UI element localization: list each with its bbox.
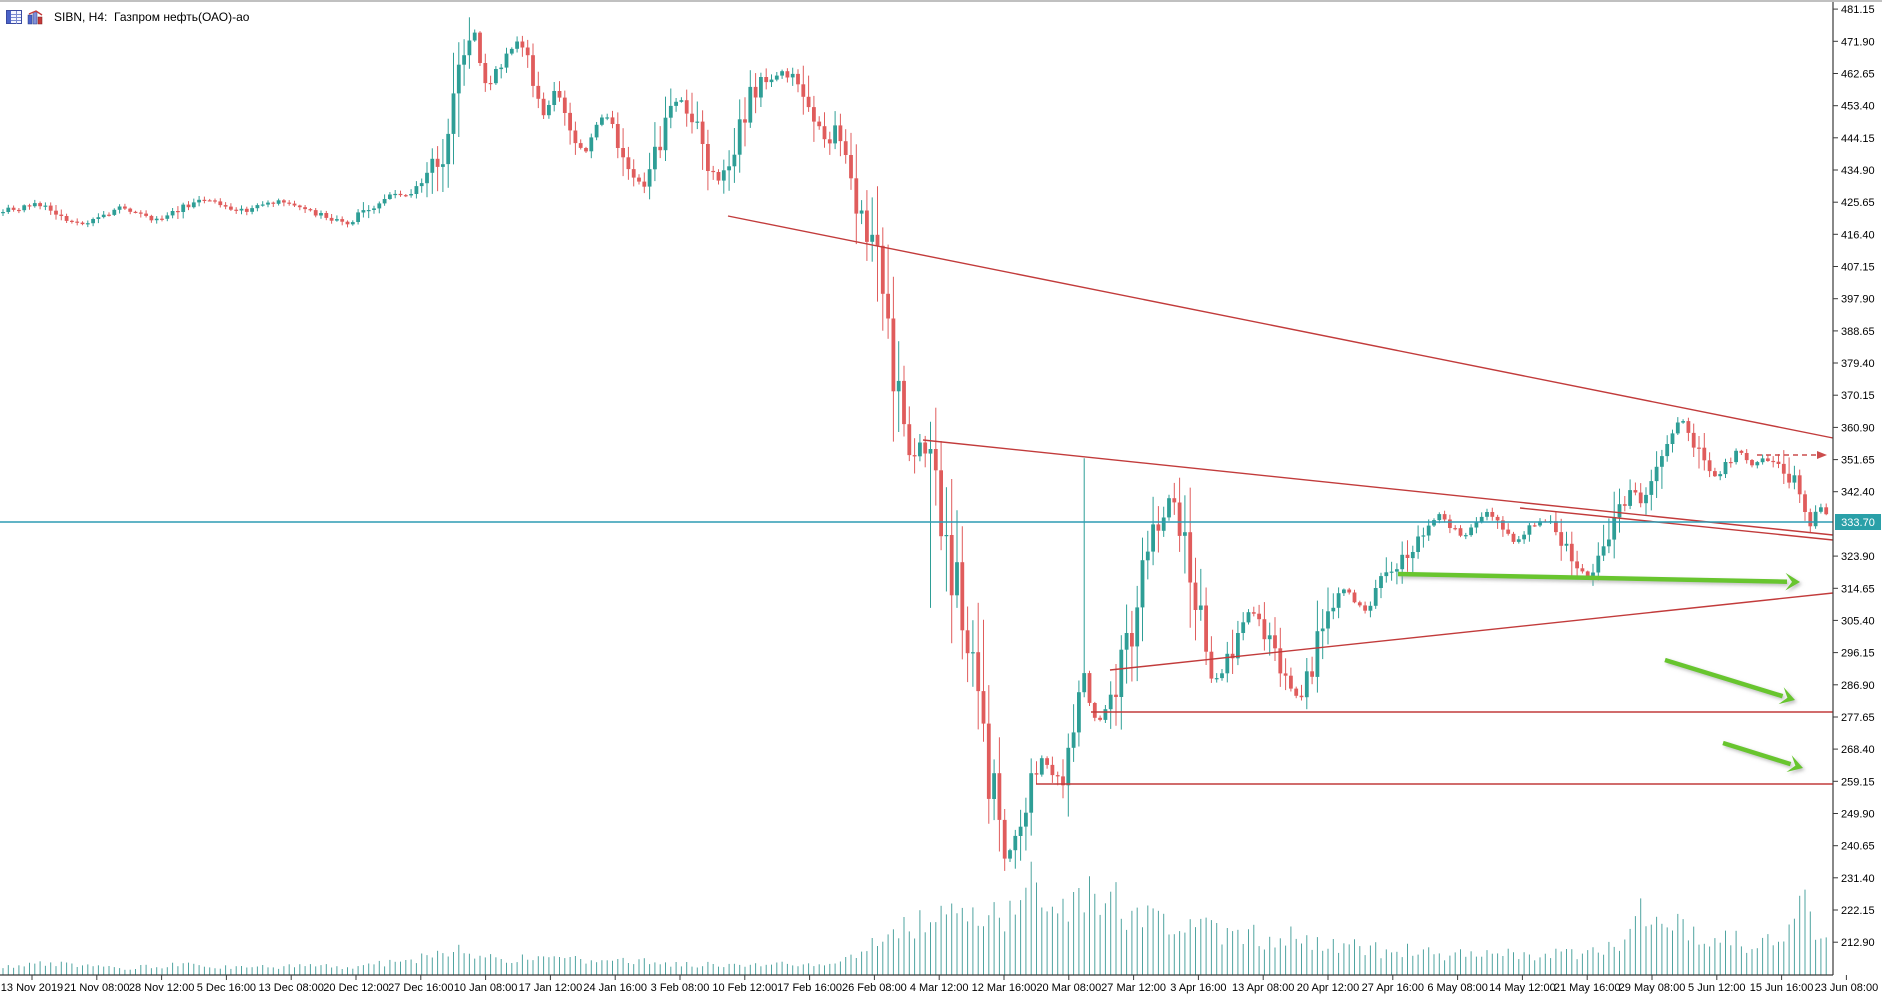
current-price-value: 333.70: [1841, 517, 1875, 529]
volume-bars: [2, 861, 1827, 975]
price-axis-label: 296.15: [1841, 648, 1875, 660]
price-axis-label: 323.90: [1841, 551, 1875, 563]
green-arrow-2[interactable]: [1664, 657, 1795, 705]
time-axis-label: 4 Mar 12:00: [910, 982, 969, 994]
price-axis: 481.15 471.90 462.65 453.40 444.15 434.90 425.…: [1832, 2, 1875, 975]
time-axis-label: 20 Mar 08:00: [1036, 982, 1101, 994]
time-axis-label: 5 Dec 16:00: [197, 982, 256, 994]
price-axis-label: 481.15: [1841, 4, 1875, 16]
time-axis-label: 29 May 08:00: [1619, 982, 1686, 994]
price-axis-label: 342.40: [1841, 487, 1875, 499]
price-axis-label: 360.90: [1841, 422, 1875, 434]
time-axis-label: 17 Jan 12:00: [519, 982, 583, 994]
inner-descending-trendline[interactable]: [922, 439, 1834, 536]
price-axis-label: 388.65: [1841, 326, 1875, 338]
price-axis-label: 268.40: [1841, 744, 1875, 756]
price-axis-label: 222.15: [1841, 905, 1875, 917]
price-axis-label: 453.40: [1841, 101, 1875, 113]
candles: [1, 17, 1829, 871]
dashed-price-arrow: [1757, 451, 1827, 459]
price-axis-label: 240.65: [1841, 841, 1875, 853]
inner-descending-trendline-2[interactable]: [1519, 507, 1834, 541]
trendlines: [727, 215, 1834, 785]
price-axis-label: 259.15: [1841, 776, 1875, 788]
time-axis-label: 13 Apr 08:00: [1232, 982, 1294, 994]
time-axis-label: 12 Mar 16:00: [972, 982, 1037, 994]
time-axis-label: 17 Feb 16:00: [777, 982, 842, 994]
price-axis-label: 231.40: [1841, 873, 1875, 885]
price-axis-label: 314.65: [1841, 583, 1875, 595]
time-axis-label: 21 May 16:00: [1554, 982, 1621, 994]
quotes-grid-icon[interactable]: [6, 9, 23, 25]
time-axis-label: 28 Nov 12:00: [129, 982, 194, 994]
price-axis-label: 249.90: [1841, 809, 1875, 821]
time-axis-label: 13 Dec 08:00: [258, 982, 323, 994]
time-axis-label: 27 Apr 16:00: [1362, 982, 1424, 994]
price-axis-label: 407.15: [1841, 262, 1875, 274]
time-axis-label: 6 May 08:00: [1427, 982, 1488, 994]
price-axis-label: 305.40: [1841, 615, 1875, 627]
green-arrows: [1397, 571, 1803, 772]
price-axis-label: 434.90: [1841, 165, 1875, 177]
current-price-tag: 333.70: [1835, 514, 1881, 530]
time-axis: 13 Nov 2019 21 Nov 08:00 28 Nov 12:00 5 Dec…: [0, 974, 1879, 994]
price-axis-label: 416.40: [1841, 229, 1875, 241]
green-arrow-3[interactable]: [1722, 740, 1803, 772]
upper-descending-trendline[interactable]: [727, 215, 1834, 439]
ascending-support-trendline[interactable]: [1109, 592, 1834, 671]
time-axis-label: 20 Apr 12:00: [1297, 982, 1359, 994]
time-axis-label: 27 Dec 16:00: [388, 982, 453, 994]
chart-title: SIBN, H4: Газпром нефть(ОАО)-ао: [54, 10, 250, 24]
bar-chart-icon[interactable]: [27, 9, 44, 25]
price-axis-label: 425.65: [1841, 197, 1875, 209]
time-axis-label: 3 Feb 08:00: [651, 982, 710, 994]
price-axis-label: 397.90: [1841, 294, 1875, 306]
time-axis-label: 23 Jun 08:00: [1815, 982, 1879, 994]
time-axis-label: 5 Jun 12:00: [1688, 982, 1746, 994]
time-axis-label: 10 Jan 08:00: [454, 982, 518, 994]
time-axis-label: 21 Nov 08:00: [64, 982, 129, 994]
time-axis-label: 24 Jan 16:00: [583, 982, 647, 994]
price-axis-label: 379.40: [1841, 358, 1875, 370]
time-axis-label: 26 Feb 08:00: [842, 982, 907, 994]
time-axis-label: 20 Dec 12:00: [323, 982, 388, 994]
time-axis-label: 3 Apr 16:00: [1170, 982, 1226, 994]
time-axis-label: 15 Jun 16:00: [1750, 982, 1814, 994]
time-axis-label: 10 Feb 12:00: [712, 982, 777, 994]
price-axis-label: 351.65: [1841, 455, 1875, 467]
green-arrow-1[interactable]: [1397, 571, 1800, 591]
time-axis-label: 14 May 12:00: [1489, 982, 1556, 994]
time-axis-label: 13 Nov 2019: [1, 982, 63, 994]
price-axis-label: 370.15: [1841, 390, 1875, 402]
time-axis-label: 27 Mar 12:00: [1101, 982, 1166, 994]
price-axis-label: 277.65: [1841, 712, 1875, 724]
price-axis-label: 286.90: [1841, 680, 1875, 692]
price-axis-label: 212.90: [1841, 937, 1875, 949]
price-axis-label: 471.90: [1841, 36, 1875, 48]
chart-title-bar: SIBN, H4: Газпром нефть(ОАО)-ао: [6, 7, 249, 27]
price-axis-label: 462.65: [1841, 69, 1875, 81]
price-axis-label: 444.15: [1841, 133, 1875, 145]
